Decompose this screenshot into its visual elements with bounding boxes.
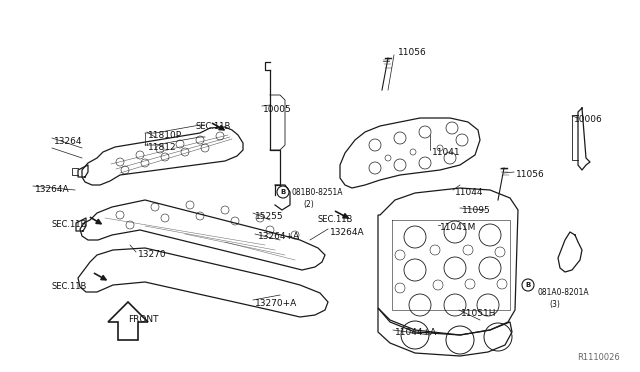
Text: 13270: 13270 (138, 250, 166, 259)
Text: 13264A: 13264A (35, 185, 70, 194)
Text: 13270+A: 13270+A (255, 299, 297, 308)
Text: 13264A: 13264A (330, 228, 365, 237)
Text: SEC.11B: SEC.11B (318, 215, 353, 224)
Text: 11044+A: 11044+A (395, 328, 437, 337)
Text: B: B (280, 189, 285, 195)
Text: SEC.11B: SEC.11B (52, 282, 88, 291)
Text: (3): (3) (549, 300, 560, 309)
Text: (2): (2) (303, 200, 314, 209)
Text: 11051H: 11051H (461, 309, 497, 318)
Text: 13264+A: 13264+A (258, 232, 300, 241)
Text: 11044: 11044 (455, 188, 483, 197)
Text: 11056: 11056 (398, 48, 427, 57)
Text: SEC.11B: SEC.11B (195, 122, 230, 131)
Text: B: B (525, 282, 531, 288)
Text: 11041: 11041 (432, 148, 461, 157)
Text: 11810P: 11810P (148, 131, 182, 140)
Text: 11041M: 11041M (440, 223, 476, 232)
Text: 10005: 10005 (263, 105, 292, 114)
Text: SEC.11B: SEC.11B (52, 220, 88, 229)
Text: 11095: 11095 (462, 206, 491, 215)
Text: 11056: 11056 (516, 170, 545, 179)
Text: FRONT: FRONT (128, 315, 159, 324)
Text: 10006: 10006 (574, 115, 603, 124)
Text: 13264: 13264 (54, 137, 83, 146)
Text: 081B0-8251A: 081B0-8251A (291, 188, 342, 197)
Text: 15255: 15255 (255, 212, 284, 221)
Text: 081A0-8201A: 081A0-8201A (537, 288, 589, 297)
Text: R1110026: R1110026 (577, 353, 620, 362)
Text: 11812: 11812 (148, 143, 177, 152)
